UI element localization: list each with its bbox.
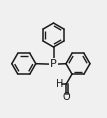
Text: O: O [62,92,70,102]
Text: H: H [56,79,64,89]
Text: P: P [50,59,57,69]
